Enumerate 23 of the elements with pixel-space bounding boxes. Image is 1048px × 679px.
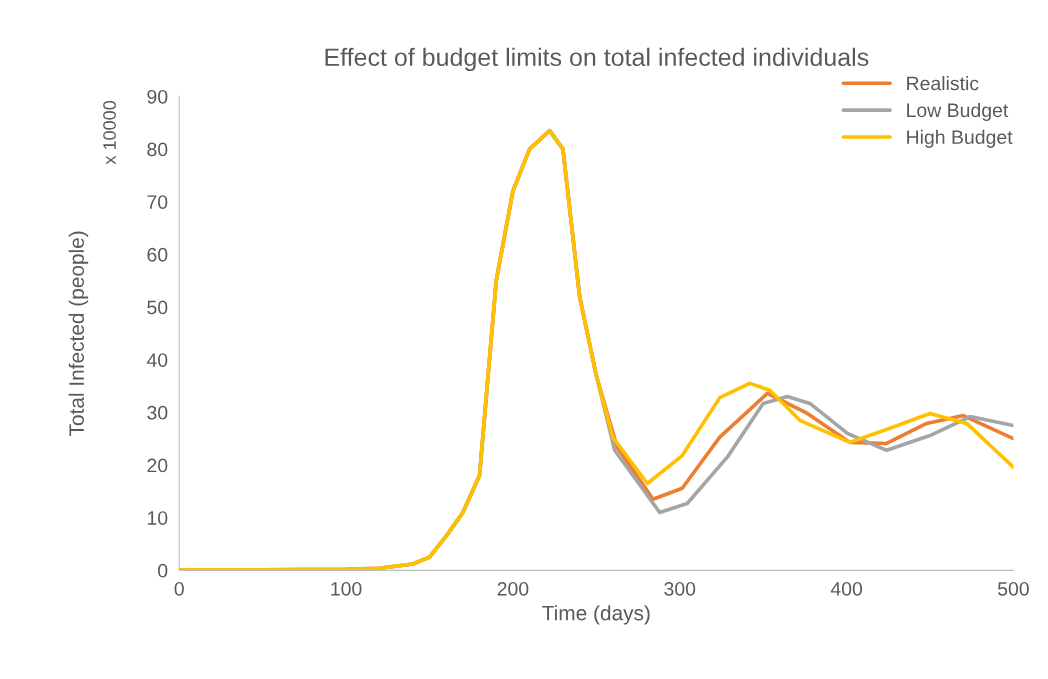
x-tick-label: 300 xyxy=(664,581,696,596)
y-tick-label: 70 xyxy=(147,195,168,209)
text: x 10000 xyxy=(103,100,116,165)
y-tick-label: 50 xyxy=(147,300,168,315)
y-tick-label: 80 xyxy=(147,142,168,157)
legend-label: Low Budget xyxy=(907,102,1009,121)
x-axis-title: Time (days) xyxy=(542,605,650,625)
x-tick-label: 500 xyxy=(997,581,1029,596)
y-axis-title: Total Infected (people) xyxy=(68,231,89,436)
x-tick-label: 100 xyxy=(331,581,362,596)
x-tick-label: 400 xyxy=(830,581,863,596)
y-tick-label: 20 xyxy=(147,458,168,473)
y-tick-label: 90 xyxy=(147,89,168,104)
x-tick-label: 0 xyxy=(174,581,184,596)
x-tick-label: 200 xyxy=(497,581,529,596)
legend-label: High Budget xyxy=(907,129,1013,148)
y-tick-label: 40 xyxy=(146,353,168,367)
y-tick-label: 60 xyxy=(147,247,168,262)
y-tick-label: 10 xyxy=(147,511,168,525)
chart-title: Effect of budget limits on total infected individuals xyxy=(325,47,869,72)
legend-label: Realistic xyxy=(907,76,979,91)
y-tick-label: 0 xyxy=(158,563,168,578)
y-tick-label: 30 xyxy=(147,405,168,420)
